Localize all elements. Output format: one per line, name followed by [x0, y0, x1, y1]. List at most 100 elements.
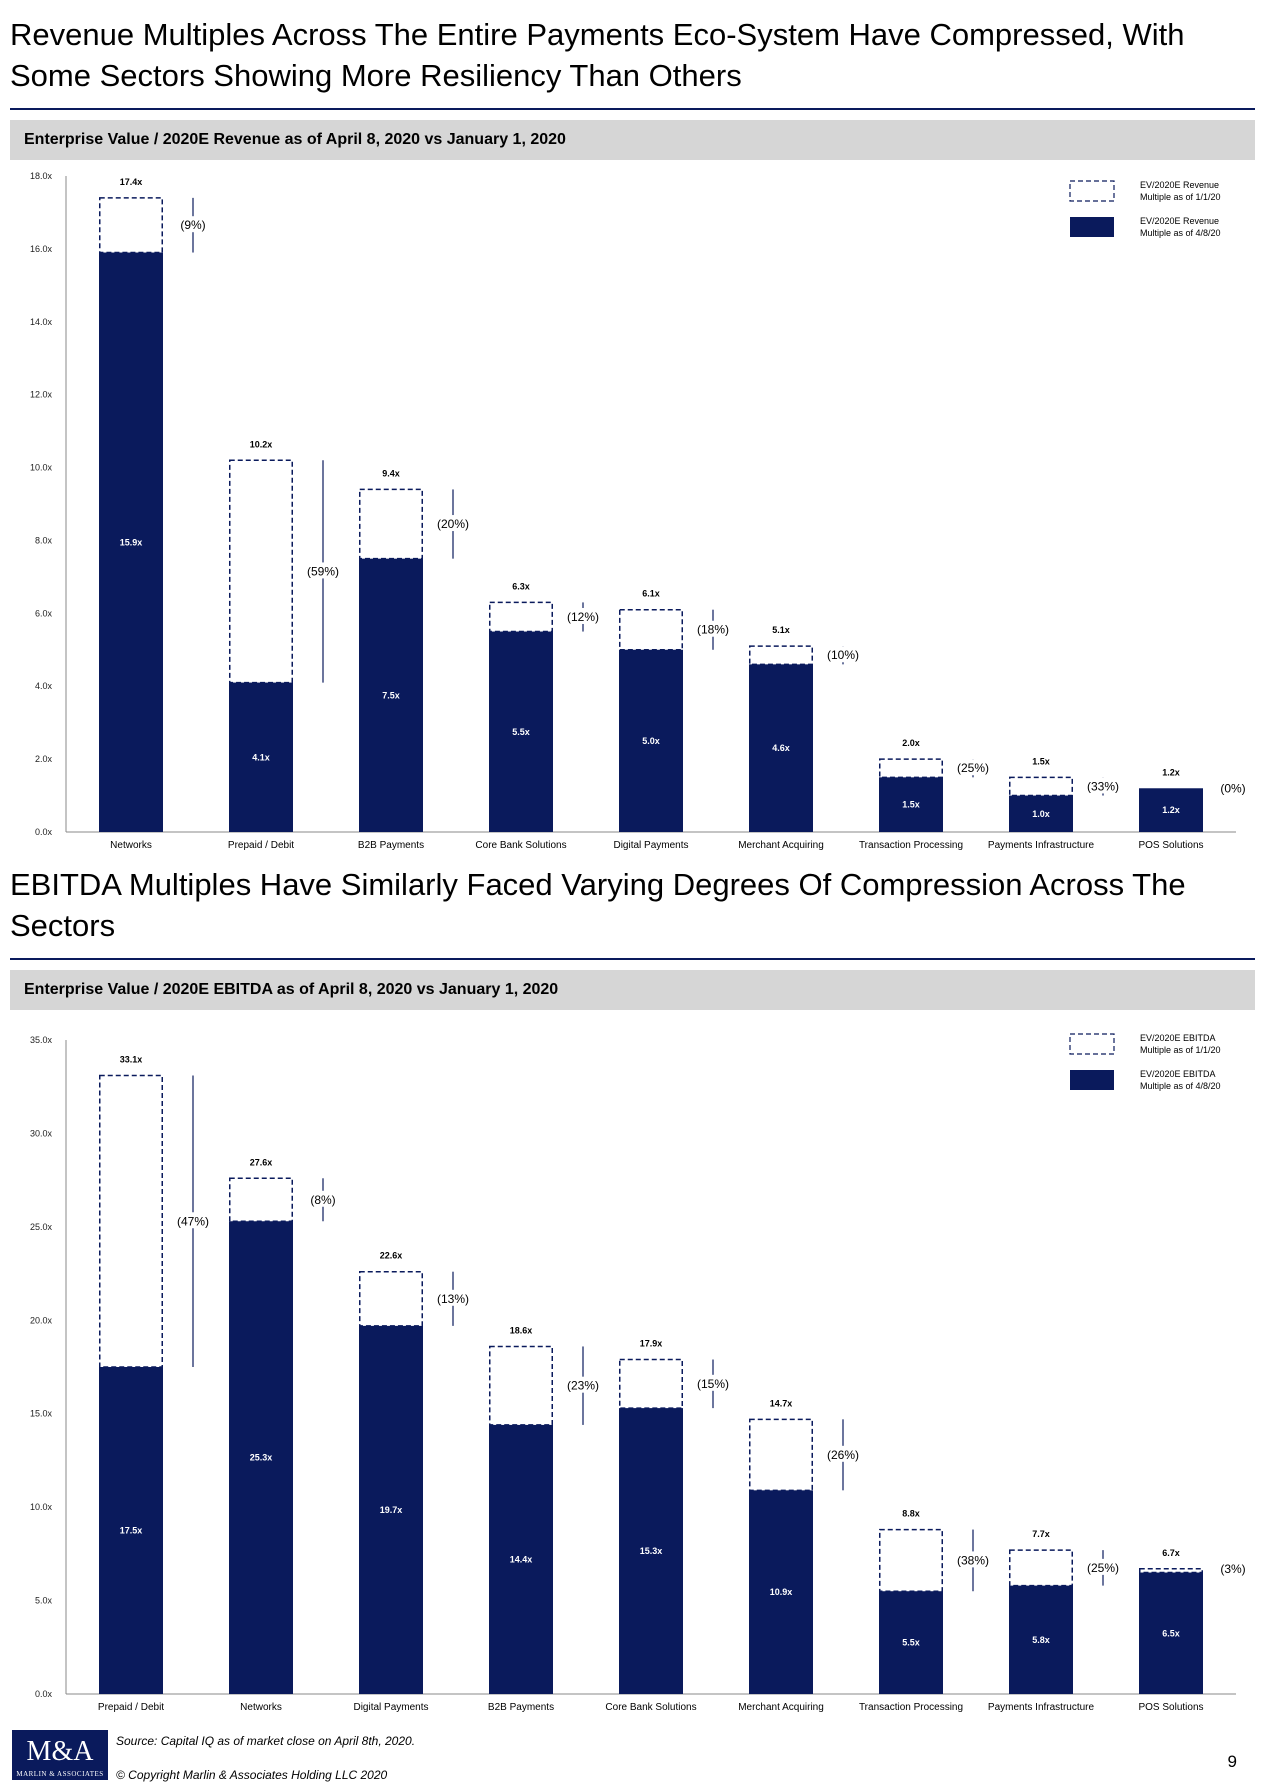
bar-jan-outline [359, 488, 423, 560]
value-label-apr: 5.8x [1032, 1635, 1050, 1645]
bar-apr [359, 1325, 423, 1694]
value-label-jan: 33.1x [120, 1055, 143, 1065]
change-label: (20%) [437, 517, 469, 531]
bar-jan-outline [359, 1270, 423, 1327]
value-label-apr: 6.5x [1162, 1628, 1180, 1638]
category-label: POS Solutions [1138, 840, 1203, 851]
change-label-bg [1216, 1559, 1250, 1576]
bar-jan-outline [99, 197, 163, 254]
bar-apr [1009, 1585, 1073, 1694]
y-tick-label: 0.0x [35, 827, 53, 837]
change-label: (8%) [310, 1193, 335, 1207]
bar-apr [619, 1408, 683, 1694]
source-note: Source: Capital IQ as of market close on… [116, 1734, 416, 1748]
bar-apr [229, 682, 293, 832]
y-tick-label: 10.0x [30, 463, 53, 473]
bar-jan-outline [229, 1177, 293, 1223]
change-label-bg [692, 620, 734, 637]
category-label: Merchant Acquiring [738, 840, 824, 851]
bar-jan-outline [99, 1074, 163, 1368]
heading-rule [10, 958, 1255, 960]
change-label: (15%) [697, 1377, 729, 1391]
category-label: Merchant Acquiring [738, 1702, 824, 1713]
bar-jan-outline [489, 601, 553, 633]
y-tick-label: 25.0x [30, 1222, 53, 1232]
bar-apr [489, 631, 553, 832]
logo-subtext: MARLIN & ASSOCIATES [16, 1770, 104, 1778]
category-label: Digital Payments [613, 840, 688, 851]
page-number: 9 [1227, 1752, 1237, 1771]
value-label-apr: 1.0x [1032, 809, 1050, 819]
bar-jan-outline [619, 608, 683, 651]
category-label: POS Solutions [1138, 1702, 1203, 1713]
change-label-bg [176, 216, 210, 233]
change-label-bg [822, 646, 864, 663]
value-label-jan: 14.7x [770, 1398, 793, 1408]
bar-jan-outline [489, 1345, 553, 1426]
change-label: (18%) [697, 623, 729, 637]
bar-jan-outline [619, 1358, 683, 1409]
bar-apr [229, 1221, 293, 1694]
legend-label: EV/2020E EBITDA Multiple as of 4/8/20 [1140, 1069, 1221, 1091]
legend-swatch-apr [1070, 217, 1114, 237]
change-label-bg [1082, 777, 1124, 794]
y-tick-label: 4.0x [35, 681, 53, 691]
category-label: Transaction Processing [859, 840, 963, 851]
bar-apr [1139, 788, 1203, 832]
bar-jan-outline [749, 645, 813, 666]
bar-apr [99, 252, 163, 832]
change-label: (33%) [1087, 779, 1119, 793]
bar-apr [99, 1367, 163, 1694]
bar-jan-outline [879, 1528, 943, 1592]
bar-apr [1139, 1572, 1203, 1694]
change-label: (25%) [957, 761, 989, 775]
change-label: (38%) [957, 1553, 989, 1567]
change-label: (9%) [180, 218, 205, 232]
value-label-apr: 19.7x [380, 1505, 403, 1515]
logo-mark: M&A [26, 1736, 94, 1767]
revenue-multiples-chart: 0.0x 2.0x 4.0x 6.0x 8.0x 10.0x 12.0x 14.0x 16.0x… [30, 171, 1250, 851]
category-label: B2B Payments [488, 1702, 554, 1713]
change-label: (23%) [567, 1379, 599, 1393]
y-tick-label: 10.0x [30, 1502, 53, 1512]
bar-jan-outline [879, 758, 943, 779]
change-label-bg [692, 1374, 734, 1391]
change-label-bg [562, 607, 604, 624]
category-label: Core Bank Solutions [475, 840, 566, 851]
bar-apr [359, 558, 423, 832]
chart-title-band: Enterprise Value / 2020E Revenue as of A… [10, 120, 1255, 160]
value-label-apr: 14.4x [510, 1554, 533, 1564]
y-tick-label: 35.0x [30, 1035, 53, 1045]
bar-jan-outline [1009, 776, 1073, 797]
legend-label: EV/2020E Revenue Multiple as of 4/8/20 [1140, 216, 1221, 238]
value-label-jan: 1.2x [1162, 767, 1180, 777]
value-label-apr: 15.9x [120, 537, 143, 547]
category-label: Core Bank Solutions [605, 1702, 696, 1713]
value-label-apr: 1.2x [1162, 805, 1180, 815]
value-label-jan: 8.8x [902, 1509, 920, 1519]
legend-swatch-jan [1069, 180, 1115, 202]
y-tick-label: 30.0x [30, 1128, 53, 1138]
value-label-jan: 1.5x [1032, 756, 1050, 766]
legend-swatch-jan [1069, 1033, 1115, 1055]
value-label-jan: 17.9x [640, 1339, 663, 1349]
bar-apr [749, 1490, 813, 1694]
value-label-jan: 6.3x [512, 581, 530, 591]
chart-title: Enterprise Value / 2020E EBITDA as of Ap… [24, 981, 559, 998]
y-tick-label: 8.0x [35, 535, 53, 545]
category-label: Transaction Processing [859, 1702, 963, 1713]
change-label: (13%) [437, 1292, 469, 1306]
marlin-associates-logo: M&A MARLIN & ASSOCIATES [12, 1730, 108, 1780]
change-label-bg [432, 1289, 474, 1306]
change-label-bg [432, 515, 474, 532]
y-tick-label: 20.0x [30, 1315, 53, 1325]
bar-apr [489, 1424, 553, 1694]
change-label-bg [302, 562, 344, 579]
bar-apr [1009, 795, 1073, 832]
category-label: Prepaid / Debit [98, 1702, 164, 1713]
y-tick-label: 15.0x [30, 1409, 53, 1419]
value-label-apr: 5.5x [512, 727, 530, 737]
value-label-jan: 7.7x [1032, 1529, 1050, 1539]
value-label-jan: 6.7x [1162, 1548, 1180, 1558]
value-label-jan: 10.2x [250, 439, 273, 449]
